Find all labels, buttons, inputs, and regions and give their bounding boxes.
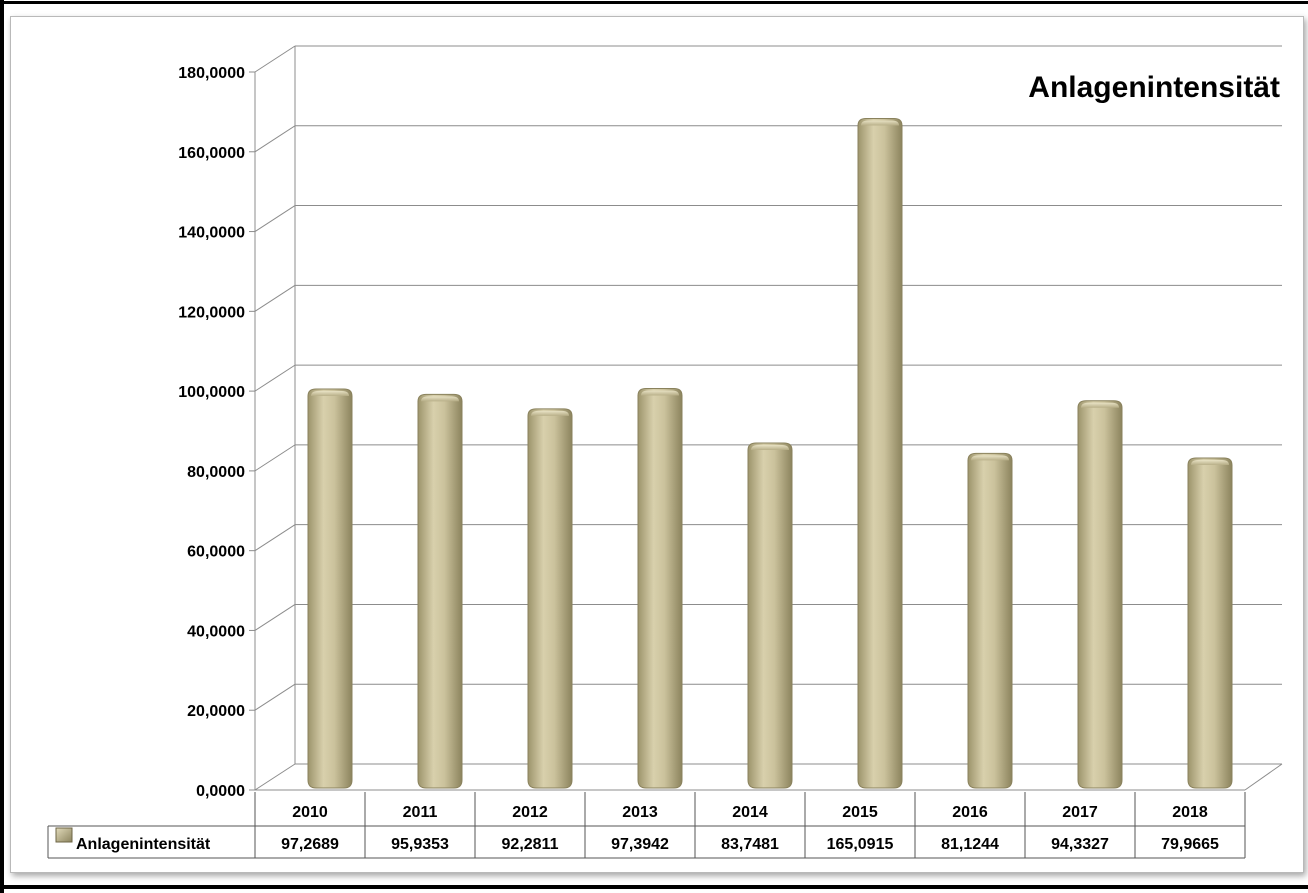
top-border <box>0 0 1308 4</box>
y-tick-label: 60,0000 <box>187 544 245 561</box>
y-tick-label: 160,0000 <box>178 145 245 162</box>
bar-2011 <box>417 393 463 789</box>
gridline-side <box>254 364 296 392</box>
left-border <box>0 0 4 893</box>
x-tick-label: 2014 <box>732 804 768 821</box>
y-tick-label: 20,0000 <box>187 703 245 720</box>
bar-2012 <box>527 408 573 789</box>
gridline-side <box>254 205 296 232</box>
y-tick-label: 80,0000 <box>187 464 245 481</box>
data-table-value: 81,1244 <box>941 836 999 853</box>
bar-2016 <box>967 452 1013 789</box>
bar-2014 <box>747 442 793 789</box>
data-table-value: 83,7481 <box>721 836 779 853</box>
x-tick-label: 2015 <box>842 804 878 821</box>
y-tick-label: 100,0000 <box>178 384 245 401</box>
y-tick-label: 180,0000 <box>178 65 245 82</box>
gridline-side <box>254 284 296 312</box>
gridline-side <box>254 683 296 711</box>
data-table-value: 97,2689 <box>281 836 339 853</box>
data-table-value: 79,9665 <box>1161 836 1219 853</box>
y-tick-label: 0,0000 <box>196 783 245 800</box>
gridline-side <box>254 763 296 791</box>
bar-2010 <box>307 388 353 789</box>
x-tick-label: 2012 <box>512 804 548 821</box>
x-tick-label: 2017 <box>1062 804 1098 821</box>
bar-2015 <box>857 117 903 789</box>
x-tick-label: 2016 <box>952 804 988 821</box>
gridline-side <box>254 604 296 631</box>
gridline-side <box>254 524 296 552</box>
legend-series-label: Anlagenintensität <box>76 836 211 853</box>
y-tick-label: 120,0000 <box>178 304 245 321</box>
gridline-side <box>254 45 296 73</box>
data-table-value: 92,2811 <box>502 836 559 853</box>
data-table-value: 165,0915 <box>827 836 894 853</box>
y-axis-labels: 0,0000 20,0000 40,0000 60,0000 80,0000 100,00… <box>178 65 245 800</box>
bar-2013 <box>637 388 683 789</box>
y-tick-label: 40,0000 <box>187 623 245 640</box>
data-table-value: 97,3942 <box>611 836 669 853</box>
data-table: Anlagenintensität 2010 97,2689 2011 95,9353… <box>47 792 1246 859</box>
x-tick-label: 2011 <box>403 804 438 821</box>
chart-title: Anlagenintensität <box>1028 71 1280 104</box>
bars <box>307 117 1233 789</box>
data-table-value: 94,3327 <box>1051 836 1109 853</box>
bar-2017 <box>1077 400 1123 789</box>
x-tick-label: 2013 <box>622 804 658 821</box>
legend-swatch-icon <box>55 827 73 843</box>
gridline-side <box>254 125 296 153</box>
x-tick-label: 2010 <box>292 804 328 821</box>
x-tick-label: 2018 <box>1172 804 1208 821</box>
bottom-border <box>0 885 1308 889</box>
gridline-side <box>254 444 296 472</box>
y-tick-label: 140,0000 <box>178 225 245 242</box>
bar-2018 <box>1187 457 1233 789</box>
data-table-value: 95,9353 <box>391 836 449 853</box>
